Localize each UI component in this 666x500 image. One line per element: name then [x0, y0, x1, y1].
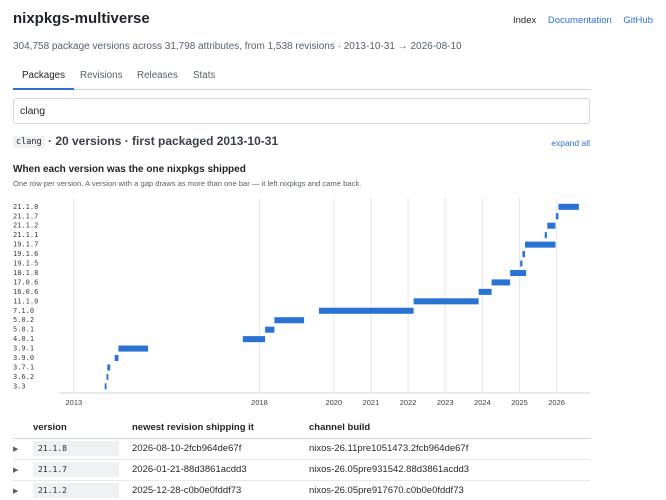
- x-tick-label: 2026: [548, 398, 565, 406]
- y-tick-label: 3.9.0: [13, 354, 34, 362]
- y-tick-label: 7.1.0: [13, 307, 34, 315]
- nav-index-link[interactable]: Index: [512, 15, 537, 26]
- expand-column-header: [13, 418, 33, 439]
- y-tick-label: 11.1.0: [13, 297, 38, 305]
- y-tick-label: 21.1.2: [13, 222, 38, 230]
- y-tick-label: 19.1.5: [13, 260, 38, 268]
- package-name-code: clang: [13, 136, 45, 148]
- y-tick-label: 5.0.2: [13, 316, 34, 324]
- channel-column-header: channel build: [309, 418, 590, 439]
- channel-cell: nixos-26.11pre1051473.2fcb964de67f: [309, 438, 590, 460]
- x-tick-label: 2023: [437, 398, 454, 406]
- timeline-bar: [107, 364, 111, 371]
- chart-subtitle: One row per version. A version with a ga…: [13, 179, 362, 188]
- package-search-input[interactable]: [13, 98, 590, 124]
- nav-documentation-link[interactable]: Documentation: [547, 15, 612, 26]
- x-tick-label: 2024: [474, 398, 491, 406]
- expand-arrow-icon[interactable]: ▶: [13, 446, 19, 453]
- y-tick-label: 19.1.7: [13, 241, 38, 249]
- timeline-bar: [555, 213, 559, 220]
- revision-cell: 2026-08-10-2fcb964de67f: [132, 438, 309, 460]
- app-header: nixpkgs-multiverse Index Documentation G…: [13, 10, 653, 34]
- timeline-bar: [478, 288, 492, 295]
- y-tick-label: 19.1.6: [13, 250, 38, 258]
- package-header: clang · 20 versions · first packaged 201…: [13, 134, 590, 152]
- timeline-bar: [104, 383, 107, 390]
- stats-subtitle: 304,758 package versions across 31,798 a…: [13, 41, 462, 52]
- active-tab-indicator: [13, 88, 74, 90]
- top-nav: Index Documentation GitHub: [504, 15, 653, 26]
- version-column-header: version: [33, 418, 132, 439]
- table-row[interactable]: ▶ 21.1.7 2026-01-21-88d3861acdd3 nixos-2…: [13, 459, 590, 481]
- revision-column-header: newest revision shipping it: [132, 418, 309, 439]
- timeline-bar: [522, 251, 526, 258]
- x-tick-label: 2018: [251, 398, 268, 406]
- expand-arrow-icon[interactable]: ▶: [13, 467, 19, 474]
- x-tick-label: 2025: [511, 398, 528, 406]
- package-summary: · 20 versions · first packaged 2013-10-3…: [48, 134, 279, 148]
- timeline-bar: [510, 269, 527, 276]
- timeline-bar: [242, 336, 266, 343]
- timeline-bar: [114, 355, 119, 362]
- version-timeline-chart: 21.1.821.1.7 21.1.221.1.1 19.1.719.1.6 19.1…: [13, 198, 590, 406]
- y-tick-label: 21.1.7: [13, 212, 38, 220]
- expand-arrow-icon[interactable]: ▶: [13, 488, 19, 495]
- timeline-bar: [318, 307, 414, 314]
- revision-cell: 2026-01-21-88d3861acdd3: [132, 459, 309, 481]
- channel-cell: nixos-26.05pre917670.c0b0e0fddf73: [309, 480, 590, 500]
- revision-cell: 2025-12-28-c0b0e0fddf73: [132, 480, 309, 500]
- y-tick-label: 18.1.8: [13, 269, 38, 277]
- y-tick-label: 3.9.1: [13, 345, 34, 353]
- timeline-bar: [413, 298, 479, 305]
- y-tick-label: 17.0.6: [13, 278, 38, 286]
- x-tick-label: 2013: [66, 398, 83, 406]
- y-tick-label: 16.0.6: [13, 288, 38, 296]
- timeline-bar: [274, 317, 305, 324]
- tab-packages[interactable]: Packages: [22, 70, 66, 81]
- version-code: 21.1.8: [33, 441, 119, 456]
- channel-cell: nixos-26.05pre931542.88d3861acdd3: [309, 459, 590, 481]
- timeline-bar: [544, 232, 547, 239]
- x-tick-label: 2022: [400, 398, 417, 406]
- table-row[interactable]: ▶ 21.1.2 2025-12-28-c0b0e0fddf73 nixos-2…: [13, 480, 590, 500]
- table-row[interactable]: ▶ 21.1.8 2026-08-10-2fcb964de67f nixos-2…: [13, 438, 590, 460]
- timeline-bar: [118, 345, 149, 352]
- x-tick-label: 2020: [325, 398, 342, 406]
- app-title: nixpkgs-multiverse: [13, 10, 150, 27]
- y-tick-label: 21.1.8: [13, 203, 38, 211]
- tab-bar: Packages Revisions Releases Stats: [13, 66, 590, 90]
- nav-github-link[interactable]: GitHub: [623, 15, 653, 26]
- timeline-bar: [547, 222, 556, 229]
- timeline-bar: [491, 279, 511, 286]
- expand-all-link[interactable]: expand all: [551, 138, 590, 148]
- y-tick-label: 3.6.2: [13, 373, 34, 381]
- timeline-bar: [265, 326, 275, 333]
- timeline-bar: [106, 373, 109, 380]
- tab-stats[interactable]: Stats: [193, 70, 216, 81]
- y-tick-label: 21.1.1: [13, 231, 38, 239]
- version-code: 21.1.7: [33, 462, 119, 477]
- y-tick-label: 5.0.1: [13, 326, 34, 334]
- tab-releases[interactable]: Releases: [137, 70, 178, 81]
- chart-title: When each version was the one nixpkgs sh…: [13, 164, 246, 175]
- x-tick-label: 2021: [363, 398, 380, 406]
- y-tick-label: 3.3: [13, 382, 26, 390]
- tab-revisions[interactable]: Revisions: [80, 70, 123, 81]
- timeline-bar: [558, 203, 579, 210]
- y-tick-label: 4.0.1: [13, 335, 34, 343]
- table-header-row: version newest revision shipping it chan…: [13, 418, 590, 439]
- timeline-bar: [520, 260, 523, 267]
- versions-table: version newest revision shipping it chan…: [13, 418, 590, 500]
- timeline-bar: [525, 241, 556, 248]
- y-tick-label: 3.7.1: [13, 363, 34, 371]
- version-code: 21.1.2: [33, 483, 119, 498]
